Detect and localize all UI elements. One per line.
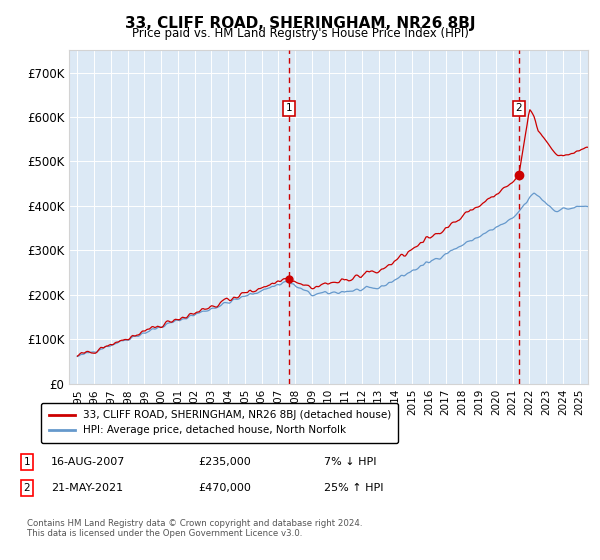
Text: Price paid vs. HM Land Registry's House Price Index (HPI): Price paid vs. HM Land Registry's House … <box>131 27 469 40</box>
Text: Contains HM Land Registry data © Crown copyright and database right 2024.: Contains HM Land Registry data © Crown c… <box>27 519 362 528</box>
Text: 21-MAY-2021: 21-MAY-2021 <box>51 483 123 493</box>
Text: 7% ↓ HPI: 7% ↓ HPI <box>324 457 377 467</box>
Text: 2: 2 <box>23 483 31 493</box>
Text: £235,000: £235,000 <box>198 457 251 467</box>
Text: £470,000: £470,000 <box>198 483 251 493</box>
Text: 1: 1 <box>23 457 31 467</box>
Text: 16-AUG-2007: 16-AUG-2007 <box>51 457 125 467</box>
Legend: 33, CLIFF ROAD, SHERINGHAM, NR26 8BJ (detached house), HPI: Average price, detac: 33, CLIFF ROAD, SHERINGHAM, NR26 8BJ (de… <box>41 403 398 443</box>
Text: 25% ↑ HPI: 25% ↑ HPI <box>324 483 383 493</box>
Text: 33, CLIFF ROAD, SHERINGHAM, NR26 8BJ: 33, CLIFF ROAD, SHERINGHAM, NR26 8BJ <box>125 16 475 31</box>
Text: This data is licensed under the Open Government Licence v3.0.: This data is licensed under the Open Gov… <box>27 529 302 538</box>
Text: 1: 1 <box>286 103 292 113</box>
Text: 2: 2 <box>516 103 523 113</box>
